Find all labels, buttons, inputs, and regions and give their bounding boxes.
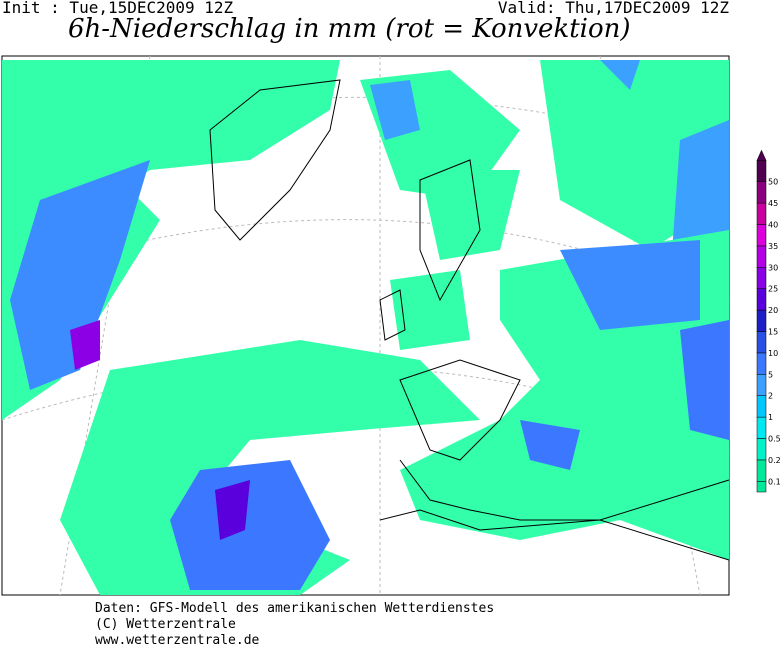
colorbar-segment — [756, 202, 767, 225]
colorbar-segment — [756, 416, 767, 439]
colorbar-segment — [756, 395, 767, 418]
colorbar-label: 2 — [768, 392, 773, 401]
colorbar-label: 5 — [768, 370, 773, 379]
colorbar-label: 1 — [768, 413, 773, 422]
colorbar-label: 20 — [768, 306, 778, 315]
init-text: Init : Tue,15DEC2009 12Z — [2, 0, 234, 17]
colorbar-bottom — [756, 481, 767, 493]
colorbar-label: 30 — [768, 263, 778, 272]
colorbar-tip — [756, 149, 767, 161]
valid-text: Valid: Thu,17DEC2009 12Z — [497, 0, 729, 17]
footer-line: www.wetterzentrale.de — [95, 633, 260, 648]
colorbar-label: 25 — [768, 285, 778, 294]
colorbar-label: 10 — [768, 349, 778, 358]
colorbar-label: 45 — [768, 199, 778, 208]
colorbar-label: 35 — [768, 242, 778, 251]
map-title: 6h-Niederschlag in mm (rot = Konvektion) — [68, 14, 631, 44]
colorbar-segment — [756, 267, 767, 289]
footer-line: (C) Wetterzentrale — [95, 617, 236, 632]
colorbar-segment — [756, 160, 767, 182]
coastlines — [209, 79, 730, 561]
colorbar-label: 0.1 — [768, 477, 781, 486]
colorbar-segment — [756, 309, 767, 332]
colorbar-label: 50 — [768, 178, 778, 187]
colorbar-segment — [756, 438, 767, 461]
colorbar-label: 0.2 — [768, 456, 781, 465]
colorbar-segment — [756, 224, 767, 247]
precipitation — [2, 60, 729, 595]
colorbar-segment — [756, 374, 767, 396]
footer-line: Daten: GFS-Modell des amerikanischen Wet… — [95, 601, 495, 616]
colorbar-segment — [756, 352, 767, 375]
colorbar-label: 15 — [768, 328, 778, 337]
colorbar-segment — [756, 459, 767, 482]
colorbar-segment — [756, 331, 767, 354]
colorbar-segment — [756, 181, 767, 204]
colorbar-segment — [756, 245, 767, 268]
colorbar-segment — [756, 288, 767, 311]
colorbar-label: 0.5 — [768, 435, 781, 444]
colorbar-label: 40 — [768, 221, 778, 230]
